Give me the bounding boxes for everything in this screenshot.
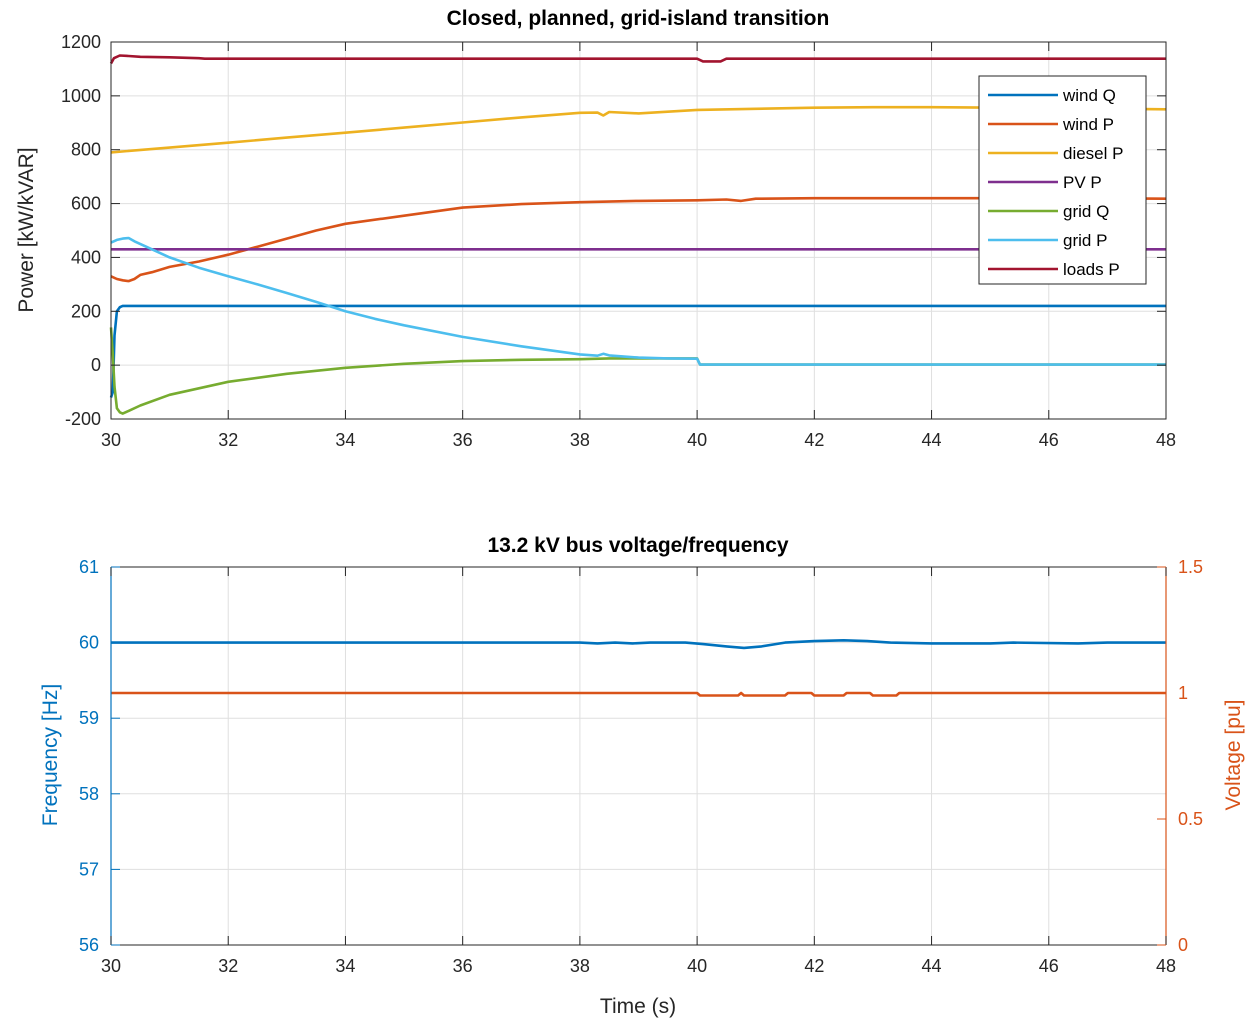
- time-axis-label: Time (s): [600, 995, 676, 1018]
- series-grid-p-line: [110, 236, 1166, 366]
- vf-x-tick-label: 32: [218, 956, 238, 976]
- power-y-tick-label: 800: [71, 140, 101, 160]
- power-x-tick-label: 36: [453, 430, 473, 450]
- series-diesel-p-line: [110, 105, 1167, 154]
- power-x-tick-label: 48: [1156, 430, 1176, 450]
- voltage-line: [111, 691, 1166, 697]
- vf-x-tick-label: 34: [335, 956, 355, 976]
- power-x-tick-label: 32: [218, 430, 238, 450]
- voltage-frequency-chart: 13.2 kV bus voltage/frequency 30 32 34 36 38…: [39, 534, 1245, 1018]
- voltage-tick-label: 1: [1178, 683, 1188, 703]
- power-y-tick-label: 1200: [61, 32, 101, 52]
- voltage-frequency-ticks: 30 32 34 36 38 40 42 44 46 48 56 57 58 59 60 61 0 0.5 1 1.5: [79, 557, 1203, 976]
- series-wind-p-line: [110, 196, 1167, 283]
- frequency-tick-label: 58: [79, 784, 99, 804]
- vf-x-tick-label: 42: [804, 956, 824, 976]
- voltage-frequency-series-group: [111, 638, 1166, 697]
- series-grid-q-line: [109, 327, 1166, 415]
- voltage-tick-label: 0.5: [1178, 809, 1203, 829]
- power-x-tick-label: 38: [570, 430, 590, 450]
- power-series-group: [109, 54, 1167, 415]
- power-ticks: 30 32 34 36 38 40 42 44 46 48 -200 0 200 400 600 800 100…: [61, 32, 1176, 450]
- power-legend: wind Q wind P diesel P PV P grid Q grid P load…: [978, 75, 1147, 285]
- power-chart: Closed, planned, grid-island transition …: [15, 7, 1176, 450]
- power-x-tick-label: 44: [922, 430, 942, 450]
- power-y-tick-label: -200: [65, 409, 101, 429]
- legend-entry-label: PV P: [1063, 173, 1102, 192]
- legend-box: [978, 75, 1147, 285]
- legend-entry-label: wind Q: [1062, 86, 1116, 105]
- power-x-tick-label: 34: [335, 430, 355, 450]
- frequency-tick-label: 57: [79, 859, 99, 879]
- power-y-axis-label: Power [kW/kVAR]: [15, 147, 38, 312]
- voltage-tick-label: 1.5: [1178, 557, 1203, 577]
- frequency-line: [111, 638, 1166, 650]
- power-plot-frame: [110, 41, 1167, 420]
- power-y-tick-label: 0: [91, 355, 101, 375]
- frequency-tick-label: 56: [79, 935, 99, 955]
- legend-entry-label: wind P: [1062, 115, 1114, 134]
- voltage-axis-label: Voltage [pu]: [1222, 700, 1245, 811]
- power-y-tick-label: 600: [71, 194, 101, 214]
- legend-entry-label: grid Q: [1063, 202, 1109, 221]
- legend-entry-label: grid P: [1063, 231, 1107, 250]
- power-y-tick-label: 1000: [61, 86, 101, 106]
- vf-x-tick-label: 46: [1039, 956, 1059, 976]
- vf-x-tick-label: 30: [101, 956, 121, 976]
- frequency-tick-label: 60: [79, 633, 99, 653]
- voltage-tick-label: 0: [1178, 935, 1188, 955]
- legend-entry-label: loads P: [1063, 260, 1120, 279]
- legend-entry-label: diesel P: [1063, 144, 1123, 163]
- vf-x-tick-label: 36: [453, 956, 473, 976]
- voltage-frequency-chart-title: 13.2 kV bus voltage/frequency: [487, 534, 788, 557]
- power-x-tick-label: 40: [687, 430, 707, 450]
- vf-x-tick-label: 38: [570, 956, 590, 976]
- frequency-axis-label: Frequency [Hz]: [39, 684, 62, 826]
- power-chart-title: Closed, planned, grid-island transition: [447, 7, 830, 30]
- power-x-tick-label: 42: [804, 430, 824, 450]
- series-loads-p-line: [109, 54, 1166, 65]
- frequency-tick-label: 59: [79, 708, 99, 728]
- vf-x-tick-label: 48: [1156, 956, 1176, 976]
- voltage-frequency-frame: [110, 566, 1167, 946]
- power-y-tick-label: 400: [71, 247, 101, 267]
- voltage-frequency-plot-area: [111, 567, 1166, 945]
- vf-x-tick-label: 40: [687, 956, 707, 976]
- vf-x-tick-label: 44: [922, 956, 942, 976]
- power-x-tick-label: 30: [101, 430, 121, 450]
- power-y-tick-label: 200: [71, 301, 101, 321]
- power-x-tick-label: 46: [1039, 430, 1059, 450]
- frequency-tick-label: 61: [79, 557, 99, 577]
